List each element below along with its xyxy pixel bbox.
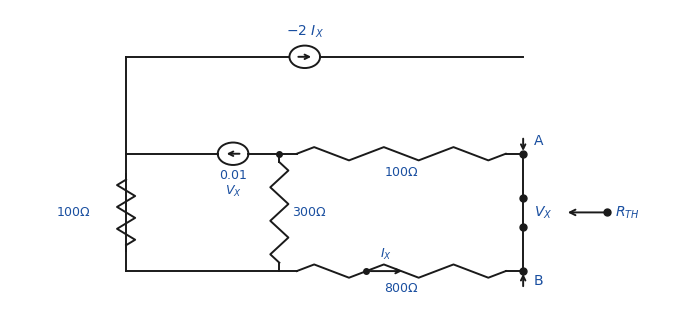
Text: $-2\ I_X$: $-2\ I_X$ xyxy=(285,24,324,41)
Text: $V_X$: $V_X$ xyxy=(533,204,552,221)
Text: A: A xyxy=(533,134,543,148)
Text: 100$\Omega$: 100$\Omega$ xyxy=(384,166,419,179)
Text: $V_X$: $V_X$ xyxy=(225,184,242,199)
Text: $R_{TH}$: $R_{TH}$ xyxy=(615,204,640,221)
Text: 100$\Omega$: 100$\Omega$ xyxy=(57,206,91,219)
Text: B: B xyxy=(533,274,543,288)
Text: $I_X$: $I_X$ xyxy=(380,247,392,262)
Text: 0.01: 0.01 xyxy=(219,169,247,182)
Text: 300$\Omega$: 300$\Omega$ xyxy=(292,206,327,219)
Text: 800$\Omega$: 800$\Omega$ xyxy=(384,282,419,295)
